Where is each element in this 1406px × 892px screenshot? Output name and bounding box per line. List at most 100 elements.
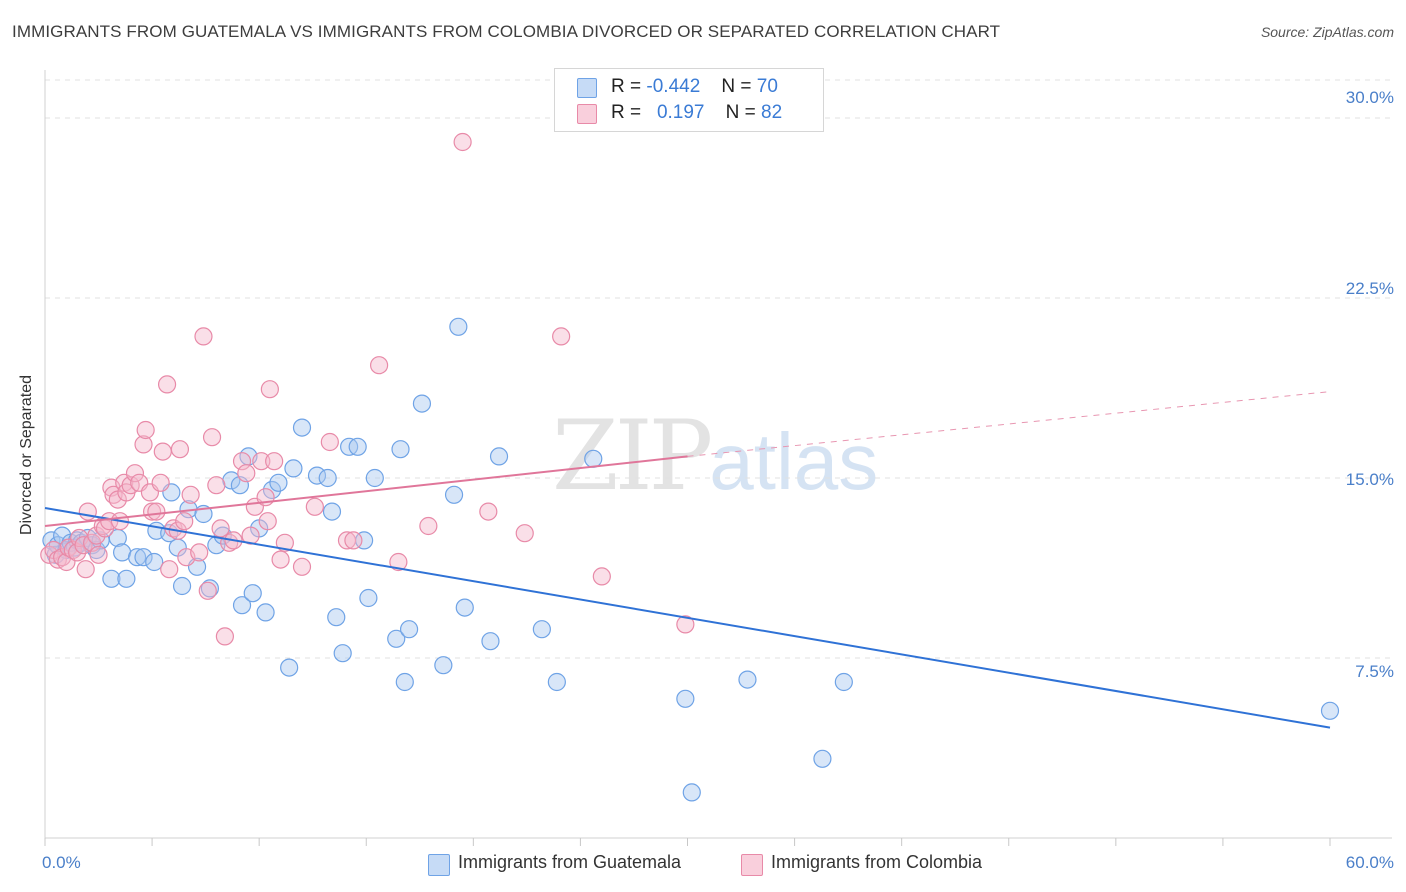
point-colombia bbox=[453, 132, 472, 152]
point-colombia bbox=[389, 552, 408, 572]
point-guatemala bbox=[102, 569, 121, 588]
point-colombia bbox=[89, 545, 108, 564]
point-colombia bbox=[151, 473, 170, 492]
point-guatemala bbox=[284, 459, 303, 478]
point-colombia bbox=[515, 524, 534, 543]
y-tick-label: 30.0% bbox=[1345, 88, 1394, 107]
watermark-atlas: atlas bbox=[709, 417, 879, 506]
point-colombia bbox=[207, 476, 226, 495]
point-colombia bbox=[181, 485, 200, 504]
point-guatemala bbox=[292, 418, 312, 437]
legend-text: R = 0.197 N = 82 bbox=[611, 102, 782, 124]
trend-line-colombia-extension bbox=[687, 391, 1331, 457]
point-guatemala bbox=[738, 670, 757, 689]
legend-r-value: -0.442 bbox=[646, 76, 701, 97]
point-colombia bbox=[136, 420, 155, 440]
point-guatemala bbox=[112, 543, 132, 562]
point-guatemala bbox=[449, 317, 468, 336]
point-colombia bbox=[194, 327, 213, 346]
point-guatemala bbox=[145, 552, 164, 572]
point-guatemala bbox=[813, 749, 832, 768]
point-colombia bbox=[265, 452, 284, 471]
point-guatemala bbox=[322, 502, 342, 521]
point-guatemala bbox=[280, 658, 299, 677]
point-guatemala bbox=[489, 447, 509, 466]
bottom-legend-label: Immigrants from Colombia bbox=[771, 852, 983, 872]
point-guatemala bbox=[834, 672, 853, 692]
point-colombia bbox=[134, 435, 153, 454]
point-colombia bbox=[78, 502, 97, 521]
legend-text: R = -0.442 N = 70 bbox=[611, 76, 778, 98]
stats-legend: R = -0.442 N = 70 R = 0.197 N = 82 bbox=[554, 68, 824, 132]
point-guatemala bbox=[434, 656, 453, 675]
point-guatemala bbox=[318, 468, 337, 488]
point-colombia bbox=[292, 557, 312, 576]
y-tick-label: 7.5% bbox=[1355, 662, 1394, 681]
point-colombia bbox=[215, 627, 234, 646]
point-guatemala bbox=[682, 783, 701, 802]
legend-n-value: 70 bbox=[756, 76, 778, 97]
point-guatemala bbox=[117, 569, 136, 588]
point-guatemala bbox=[532, 620, 551, 639]
point-colombia bbox=[160, 560, 179, 579]
point-colombia bbox=[76, 560, 95, 579]
point-guatemala bbox=[365, 468, 384, 488]
point-colombia bbox=[419, 516, 438, 536]
point-guatemala bbox=[399, 620, 419, 639]
point-guatemala bbox=[256, 603, 275, 622]
point-guatemala bbox=[327, 608, 346, 627]
chart-title: IMMIGRANTS FROM GUATEMALA VS IMMIGRANTS … bbox=[12, 22, 1001, 41]
point-colombia bbox=[344, 531, 363, 550]
point-guatemala bbox=[412, 394, 432, 413]
point-guatemala bbox=[359, 588, 378, 608]
point-guatemala bbox=[307, 466, 327, 485]
bottom-legend-swatch-colombia bbox=[741, 854, 763, 876]
point-guatemala bbox=[444, 485, 464, 504]
point-colombia bbox=[271, 550, 290, 569]
point-colombia bbox=[258, 512, 277, 531]
legend-r-label: R = bbox=[611, 76, 642, 97]
point-guatemala bbox=[243, 584, 262, 603]
point-colombia bbox=[252, 452, 271, 471]
point-colombia bbox=[153, 442, 172, 461]
legend-n-value: 82 bbox=[761, 102, 783, 123]
point-colombia bbox=[232, 452, 252, 471]
point-guatemala bbox=[395, 672, 414, 692]
point-colombia bbox=[157, 375, 177, 394]
point-guatemala bbox=[134, 548, 153, 567]
point-guatemala bbox=[262, 480, 282, 500]
point-colombia bbox=[190, 543, 209, 562]
legend-n-label: N = bbox=[721, 76, 752, 97]
point-guatemala bbox=[232, 596, 252, 615]
point-colombia bbox=[337, 531, 357, 550]
point-colombia bbox=[147, 502, 166, 521]
point-guatemala bbox=[269, 473, 288, 492]
point-guatemala bbox=[172, 576, 192, 596]
point-colombia bbox=[68, 543, 87, 562]
legend-r-label: R = bbox=[611, 102, 642, 123]
point-colombia bbox=[552, 327, 571, 346]
legend-n-label: N = bbox=[725, 102, 756, 123]
point-colombia bbox=[676, 615, 695, 634]
point-colombia bbox=[275, 533, 294, 552]
point-guatemala bbox=[547, 672, 566, 692]
point-guatemala bbox=[348, 437, 367, 456]
point-colombia bbox=[320, 432, 339, 452]
legend-swatch-guatemala bbox=[577, 78, 597, 98]
point-colombia bbox=[211, 519, 230, 538]
trend-line-guatemala bbox=[44, 507, 1331, 729]
trend-line-colombia bbox=[44, 455, 688, 527]
y-tick-label: 15.0% bbox=[1345, 470, 1394, 489]
bottom-legend-label: Immigrants from Guatemala bbox=[458, 852, 682, 872]
x-tick-label-max: 60.0% bbox=[1345, 853, 1394, 872]
bottom-legend-swatch-guatemala bbox=[428, 854, 450, 876]
point-colombia bbox=[479, 502, 498, 521]
point-guatemala bbox=[676, 689, 695, 708]
point-colombia bbox=[125, 464, 145, 483]
point-guatemala bbox=[387, 629, 406, 648]
point-guatemala bbox=[127, 548, 147, 567]
y-tick-label: 22.5% bbox=[1345, 279, 1394, 298]
legend-r-value: 0.197 bbox=[656, 102, 705, 123]
x-tick-label-min: 0.0% bbox=[42, 853, 81, 872]
